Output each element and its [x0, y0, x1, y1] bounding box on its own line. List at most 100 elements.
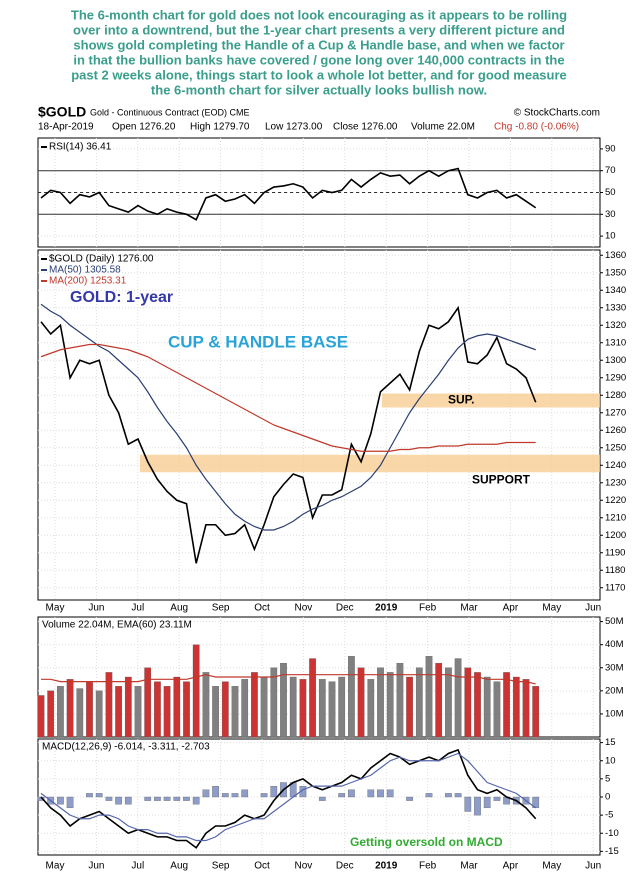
bar	[163, 796, 171, 801]
x-tick-label: 2019	[375, 861, 398, 872]
bar	[474, 796, 481, 816]
bar	[212, 785, 219, 798]
commentary-line: over into a downtrend, but the 1-year ch…	[73, 22, 565, 37]
y-tick-label: 1300	[605, 355, 626, 366]
bar	[221, 793, 229, 798]
quote-item: Close 1276.00	[333, 122, 398, 133]
legend-label: RSI(14) 36.41	[49, 142, 112, 153]
y-tick-label: 1230	[605, 477, 626, 488]
x-tick-label: Mar	[460, 603, 478, 614]
bar	[318, 679, 326, 738]
y-tick-label: 20M	[605, 685, 624, 696]
y-tick-label: 10	[605, 231, 616, 242]
bar	[493, 796, 501, 801]
bar	[289, 676, 297, 738]
bar	[260, 676, 268, 738]
y-tick-label: 40M	[605, 639, 624, 650]
y-tick-label: 1360	[605, 250, 626, 261]
bar	[270, 667, 278, 738]
bar	[173, 676, 181, 738]
x-tick-label: Jun	[88, 861, 104, 872]
bar	[183, 681, 190, 738]
bar	[464, 667, 472, 738]
y-tick-label: 1330	[605, 302, 626, 313]
bar	[367, 679, 375, 738]
x-tick-label: Mar	[460, 861, 478, 872]
legend-label: $GOLD (Daily) 1276.00	[49, 254, 154, 265]
y-tick-label: 90	[605, 143, 616, 154]
panel-title: Volume 22.04M, EMA(60) 23.11M	[42, 620, 192, 631]
y-tick-label: 1210	[605, 512, 626, 523]
bar	[483, 796, 491, 809]
bar	[192, 644, 200, 738]
commentary-line: past 2 weeks alone, things start to look…	[71, 67, 567, 82]
bar	[445, 793, 452, 798]
bar	[221, 681, 229, 738]
x-tick-label: Oct	[254, 861, 270, 872]
legend-label: MA(200) 1253.31	[49, 276, 127, 287]
bar	[212, 686, 219, 738]
bar	[454, 793, 462, 798]
quote-item: Chg -0.80 (-0.06%)	[494, 122, 579, 133]
bar	[522, 679, 530, 738]
y-tick-label: 1310	[605, 337, 626, 348]
x-tick-label: Jun	[585, 861, 601, 872]
bar	[338, 793, 346, 798]
bar	[415, 667, 423, 738]
y-tick-label: 1180	[605, 565, 625, 576]
bar	[231, 793, 239, 798]
y-tick-label: 10M	[605, 708, 624, 719]
support-band	[382, 393, 600, 408]
bar	[503, 672, 510, 738]
bar	[512, 676, 520, 738]
bar	[386, 672, 394, 738]
y-tick-label: 1270	[605, 407, 626, 418]
bar	[95, 793, 103, 798]
bar	[377, 789, 384, 798]
x-tick-label: May	[46, 861, 65, 872]
bar	[86, 681, 93, 738]
bar	[425, 793, 433, 798]
bar	[183, 796, 190, 801]
bar	[57, 796, 64, 805]
y-tick-label: 30M	[605, 662, 624, 673]
y-tick-label: -15	[605, 846, 619, 857]
bar	[37, 695, 45, 738]
bar	[338, 676, 346, 738]
y-tick-label: 70	[605, 165, 616, 176]
x-tick-label: Jun	[585, 603, 601, 614]
bar	[76, 688, 84, 738]
bar	[532, 686, 540, 738]
y-tick-label: 1350	[605, 267, 626, 278]
annotation: Getting oversold on MACD	[350, 835, 503, 849]
source: © StockCharts.com	[514, 108, 600, 119]
x-tick-label: Nov	[295, 603, 313, 614]
bar	[396, 663, 404, 738]
annotation: GOLD: 1-year	[70, 289, 173, 306]
x-tick-label: Nov	[295, 861, 313, 872]
support-band	[140, 454, 600, 473]
series-line	[40, 305, 537, 564]
quote-item: Volume 22.0M	[411, 122, 475, 133]
x-tick-label: Oct	[254, 603, 270, 614]
x-tick-label: May	[542, 603, 561, 614]
bar	[464, 796, 472, 812]
x-tick-label: Dec	[336, 603, 354, 614]
y-tick-label: 1260	[605, 425, 626, 436]
bar	[299, 679, 307, 738]
bar	[445, 667, 452, 738]
bar	[454, 658, 462, 738]
bar	[435, 663, 443, 738]
y-tick-label: -5	[605, 810, 613, 821]
bar	[202, 789, 210, 798]
bar	[280, 663, 287, 738]
x-tick-label: Apr	[503, 861, 519, 872]
y-tick-label: 1340	[605, 285, 626, 296]
bar	[241, 679, 249, 738]
bar	[309, 658, 316, 738]
quote-item: Open 1276.20	[112, 122, 176, 133]
y-tick-label: 50	[605, 187, 616, 198]
bar	[241, 789, 249, 798]
